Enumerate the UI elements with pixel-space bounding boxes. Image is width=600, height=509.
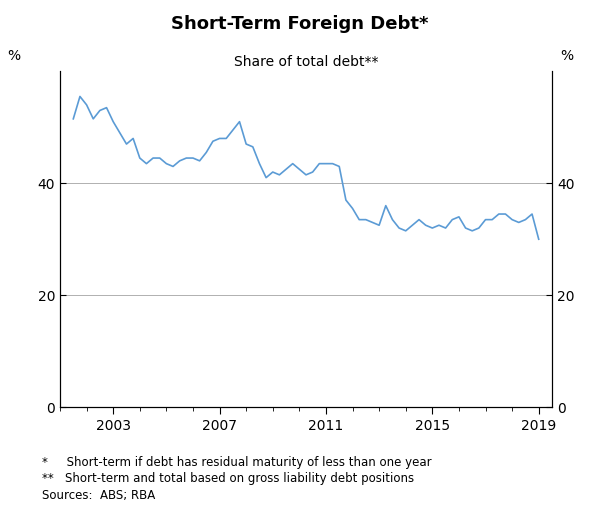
Text: %: %	[560, 49, 574, 63]
Text: %: %	[7, 49, 20, 63]
Title: Share of total debt**: Share of total debt**	[234, 54, 378, 69]
Text: *     Short-term if debt has residual maturity of less than one year: * Short-term if debt has residual maturi…	[42, 456, 431, 469]
Text: Sources:  ABS; RBA: Sources: ABS; RBA	[42, 489, 155, 502]
Text: Short-Term Foreign Debt*: Short-Term Foreign Debt*	[171, 15, 429, 33]
Text: **   Short-term and total based on gross liability debt positions: ** Short-term and total based on gross l…	[42, 472, 414, 486]
